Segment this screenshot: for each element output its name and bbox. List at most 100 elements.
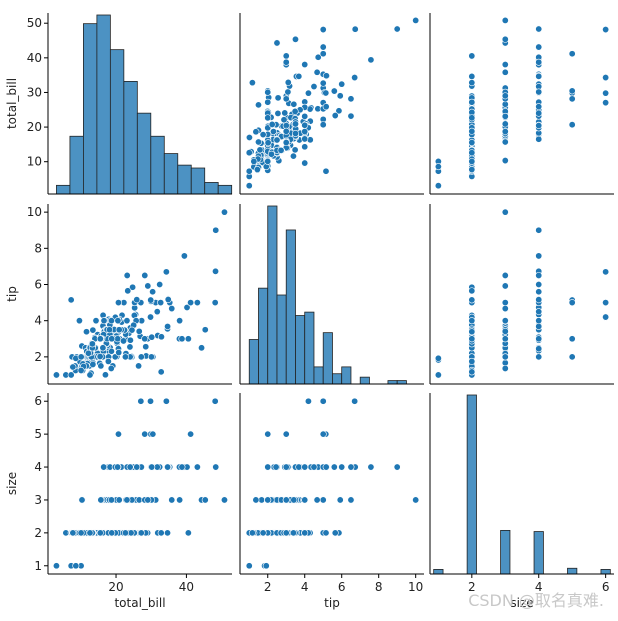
scatter-point — [267, 150, 275, 158]
scatter-point — [314, 53, 322, 61]
hist-bar-tip — [332, 373, 343, 385]
scatter-point — [282, 122, 290, 130]
scatter-point — [301, 61, 309, 69]
scatter-point — [282, 139, 290, 147]
hist-bar-tip — [267, 205, 278, 385]
scatter-point — [602, 26, 610, 34]
scatter-point — [295, 72, 303, 80]
hist-bar-tip — [276, 294, 287, 385]
scatter-point — [121, 529, 129, 537]
panel-size-vs-tip — [239, 393, 424, 575]
scatter-point — [351, 74, 359, 82]
scatter-point — [277, 146, 285, 154]
scatter-point — [336, 92, 344, 100]
scatter-point — [193, 299, 201, 307]
x-axis-label-total_bill: total_bill — [114, 596, 165, 610]
scatter-point — [338, 80, 346, 88]
scatter-point — [501, 299, 509, 307]
scatter-point — [602, 74, 610, 82]
scatter-point — [96, 353, 104, 361]
y-axis-label-size: size — [5, 472, 19, 495]
scatter-point — [322, 72, 330, 80]
scatter-point — [289, 529, 297, 537]
scatter-point — [468, 52, 476, 60]
scatter-point — [282, 496, 290, 504]
scatter-point — [535, 58, 543, 66]
scatter-point — [284, 88, 292, 96]
scatter-point — [535, 288, 543, 296]
scatter-point — [92, 317, 100, 325]
scatter-point — [290, 496, 298, 504]
scatter-point — [198, 344, 206, 352]
scatter-point — [201, 496, 209, 504]
scatter-point — [535, 322, 543, 330]
x-tick-label: 20 — [108, 580, 123, 594]
scatter-point — [468, 157, 476, 165]
scatter-point — [128, 326, 136, 334]
scatter-point — [126, 336, 134, 344]
scatter-point — [178, 463, 186, 471]
scatter-point — [180, 252, 188, 260]
scatter-point — [367, 463, 375, 471]
scatter-point — [248, 529, 256, 537]
scatter-point — [114, 335, 122, 343]
y-tick-label: 6 — [34, 394, 42, 408]
scatter-point — [164, 529, 172, 537]
scatter-point — [157, 529, 165, 537]
hist-bar-tip — [387, 380, 398, 385]
scatter-point — [535, 122, 543, 130]
scatter-point — [535, 72, 543, 80]
scatter-point — [468, 368, 476, 376]
scatter-point — [264, 463, 272, 471]
scatter-point — [201, 326, 209, 334]
scatter-point — [135, 362, 143, 370]
scatter-point — [535, 308, 543, 316]
y-axis-label-tip: tip — [5, 286, 19, 302]
scatter-point — [157, 299, 165, 307]
scatter-point — [72, 562, 80, 570]
scatter-point — [77, 366, 85, 374]
scatter-point — [193, 463, 201, 471]
scatter-point — [501, 61, 509, 69]
scatter-point — [133, 296, 141, 304]
scatter-point — [501, 317, 509, 325]
y-tick-label: 40 — [27, 51, 42, 65]
scatter-point — [133, 463, 141, 471]
scatter-point — [289, 152, 297, 160]
scatter-point — [52, 371, 60, 379]
scatter-point — [501, 112, 509, 120]
hist-bar-size — [600, 569, 611, 575]
scatter-point — [141, 430, 149, 438]
scatter-point — [176, 317, 184, 325]
scatter-point — [322, 529, 330, 537]
y-tick-label: 2 — [34, 526, 42, 540]
scatter-point — [291, 35, 299, 43]
scatter-point — [252, 128, 260, 136]
hist-bar-tip — [295, 315, 306, 385]
scatter-point — [264, 496, 272, 504]
scatter-point — [220, 208, 228, 216]
scatter-point — [501, 128, 509, 136]
scatter-point — [304, 397, 312, 405]
scatter-point — [252, 496, 260, 504]
hist-bar-tip — [341, 366, 352, 385]
scatter-point — [322, 167, 330, 175]
scatter-point — [86, 529, 94, 537]
scatter-point — [468, 98, 476, 106]
scatter-point — [468, 296, 476, 304]
scatter-point — [141, 335, 149, 343]
scatter-point — [248, 79, 256, 87]
scatter-point — [535, 109, 543, 117]
scatter-point — [69, 529, 77, 537]
scatter-point — [301, 143, 309, 151]
scatter-point — [264, 139, 272, 147]
hist-bar-tip — [258, 287, 269, 385]
scatter-point — [568, 335, 576, 343]
scatter-point — [114, 463, 122, 471]
scatter-point — [501, 157, 509, 165]
scatter-point — [347, 496, 355, 504]
scatter-point — [468, 335, 476, 343]
scatter-point — [568, 87, 576, 95]
y-tick-label: 10 — [27, 155, 42, 169]
hist-bar-tip — [322, 332, 333, 385]
